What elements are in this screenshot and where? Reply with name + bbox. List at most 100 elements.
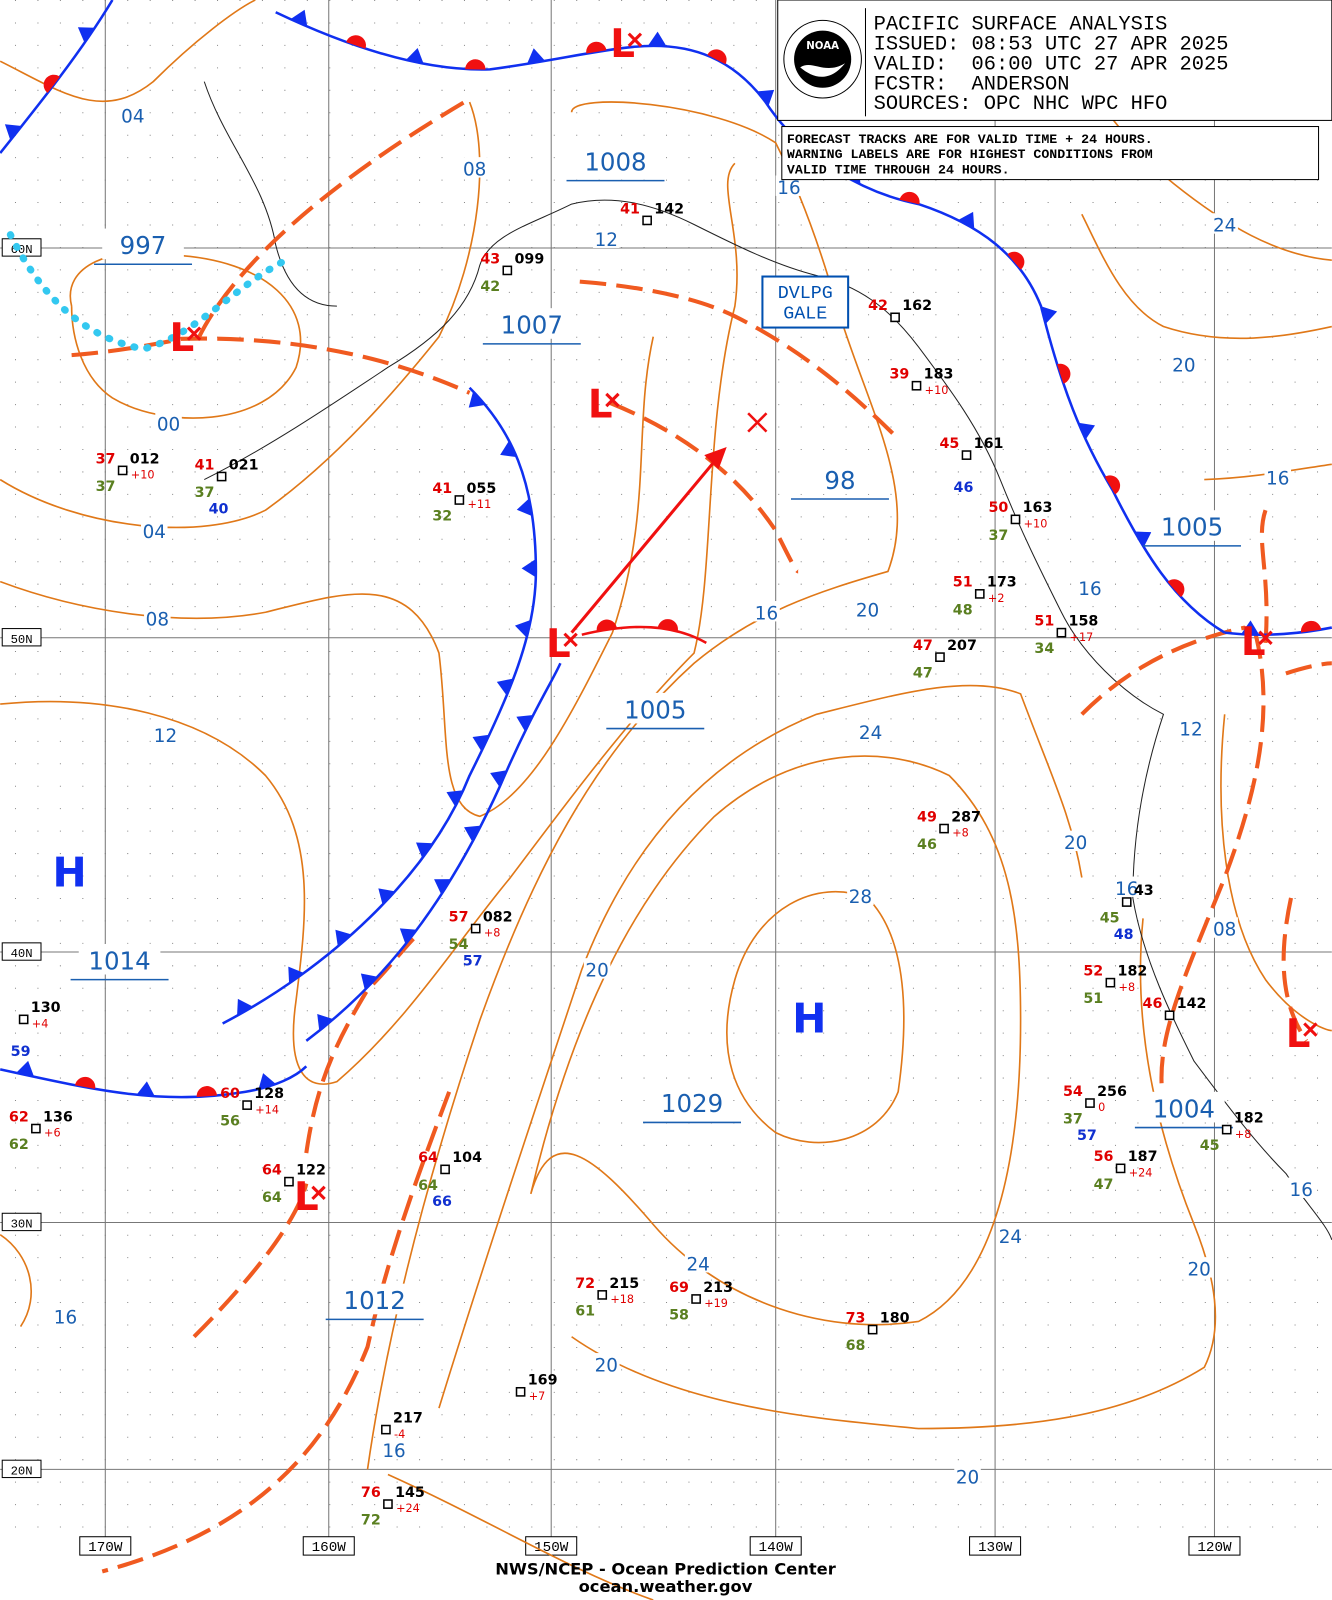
station-tendency: +24 bbox=[396, 1502, 420, 1515]
warm-symbol bbox=[1057, 363, 1071, 384]
isobar-label: 24 bbox=[1213, 216, 1236, 237]
station-dewpoint: 37 bbox=[96, 479, 116, 495]
label-bg bbox=[52, 1305, 79, 1326]
isobar-label: 20 bbox=[585, 961, 608, 982]
cold-symbol bbox=[490, 770, 507, 788]
isobar-label: 28 bbox=[849, 887, 872, 908]
isobar-label: 1005 bbox=[1161, 513, 1223, 542]
label-bg bbox=[152, 723, 179, 744]
station-tendency: +8 bbox=[1235, 1128, 1252, 1141]
label-bg bbox=[1211, 213, 1238, 234]
station-tendency: +7 bbox=[529, 1390, 546, 1403]
cold-symbol bbox=[757, 89, 775, 106]
cold-symbol bbox=[468, 391, 486, 408]
lat-label-box bbox=[1, 628, 42, 647]
troughs bbox=[71, 100, 1332, 1574]
station-marker bbox=[242, 1100, 252, 1110]
station-dewpoint: 64 bbox=[262, 1190, 282, 1206]
labels: 04 08 1008 16 24 997 12 1007 20 00 98 16 1005 04 16 08 1… bbox=[52, 22, 1318, 1489]
station-marker bbox=[597, 1290, 608, 1300]
low-cross bbox=[563, 632, 578, 648]
label-bg bbox=[583, 958, 611, 979]
cold-symbol bbox=[360, 973, 378, 991]
longitude-label: 120W bbox=[1197, 1540, 1232, 1556]
low-cross bbox=[627, 32, 643, 48]
footer-line: NWS/NCEP - Ocean Prediction Center bbox=[495, 1559, 836, 1578]
station-tendency: +24 bbox=[1129, 1167, 1153, 1180]
station-tendency: 0 bbox=[1098, 1101, 1105, 1114]
station-id: 142 bbox=[1177, 996, 1207, 1012]
header-line: PACIFIC SURFACE ANALYSIS bbox=[874, 14, 1168, 37]
station-temp: 76 bbox=[361, 1485, 381, 1501]
label-bg bbox=[461, 157, 488, 178]
label-bg bbox=[574, 144, 657, 176]
isobar-label: 20 bbox=[595, 1355, 618, 1376]
header-line: FCSTR: ANDERSON bbox=[874, 73, 1070, 96]
station-temp: 47 bbox=[913, 638, 933, 654]
latitude-label: 50N bbox=[11, 633, 33, 647]
label-bg bbox=[1264, 466, 1291, 487]
station-tendency: +14 bbox=[255, 1103, 279, 1116]
label-bg bbox=[753, 601, 780, 622]
cold-symbol bbox=[378, 888, 396, 905]
station-temp: 60 bbox=[220, 1086, 240, 1102]
station-id: 012 bbox=[130, 451, 160, 467]
label-bg bbox=[333, 1283, 416, 1315]
label-bg bbox=[775, 175, 803, 196]
warning-text: DVLPG bbox=[778, 283, 833, 304]
cold-symbol bbox=[405, 48, 424, 64]
lon-label-box bbox=[749, 1536, 802, 1556]
isobar-label: 00 bbox=[157, 415, 180, 436]
station-dewpoint: 46 bbox=[917, 837, 937, 853]
station-temp: 46 bbox=[1143, 996, 1163, 1012]
station-temp: 62 bbox=[9, 1109, 29, 1125]
station-marker bbox=[1085, 1098, 1095, 1108]
label-bg bbox=[799, 463, 881, 494]
station-marker bbox=[935, 652, 945, 662]
label-bg bbox=[1062, 830, 1089, 852]
noaa-logo-inner bbox=[794, 30, 852, 88]
label-bg bbox=[1287, 1177, 1315, 1198]
isobar-label: 1004 bbox=[1153, 1094, 1215, 1123]
station-marker bbox=[383, 1499, 393, 1509]
station-tendency: +10 bbox=[1024, 518, 1048, 531]
header-box bbox=[777, 0, 1332, 121]
warm-symbol bbox=[899, 191, 920, 205]
warm-symbol bbox=[596, 619, 617, 632]
station-id: 256 bbox=[1097, 1084, 1127, 1100]
station-extra: 48 bbox=[1114, 927, 1134, 943]
station-dewpoint: 47 bbox=[913, 666, 933, 682]
front-line bbox=[581, 625, 707, 644]
station-temp: 43 bbox=[480, 251, 500, 267]
longitude-label: 150W bbox=[534, 1540, 569, 1556]
label-bg bbox=[119, 104, 147, 125]
station-dewpoint: 34 bbox=[1034, 641, 1054, 657]
lon-label-box bbox=[302, 1536, 355, 1556]
station-marker bbox=[470, 923, 481, 934]
longitude-label: 170W bbox=[88, 1540, 123, 1556]
cold-symbol bbox=[317, 1014, 334, 1031]
notice-line: FORECAST TRACKS ARE FOR VALID TIME + 24 … bbox=[787, 132, 1153, 147]
cold-symbol bbox=[472, 734, 490, 752]
station-temp: 49 bbox=[917, 809, 937, 825]
station-id: 173 bbox=[987, 575, 1017, 591]
low-cross bbox=[1258, 630, 1273, 645]
isobar-label: 12 bbox=[1179, 720, 1202, 741]
station-dewpoint: 48 bbox=[953, 602, 973, 618]
isobar-label: 04 bbox=[121, 106, 144, 127]
station-marker bbox=[381, 1424, 391, 1435]
cold-symbol bbox=[434, 879, 452, 895]
station-dewpoint: 51 bbox=[1083, 991, 1103, 1007]
station-id: 287 bbox=[951, 809, 981, 825]
high-center: H bbox=[792, 995, 826, 1043]
isobar-label: 1014 bbox=[88, 946, 150, 975]
station-dewpoint: 62 bbox=[9, 1137, 29, 1153]
lon-label-box bbox=[969, 1536, 1022, 1556]
latitude-label: 30N bbox=[11, 1218, 33, 1232]
station-id: 130 bbox=[31, 1000, 61, 1016]
isobar-label: 1005 bbox=[624, 695, 686, 724]
cold-symbol bbox=[527, 48, 546, 64]
label-bg bbox=[1185, 1257, 1213, 1278]
isobar-label: 16 bbox=[1115, 879, 1138, 900]
